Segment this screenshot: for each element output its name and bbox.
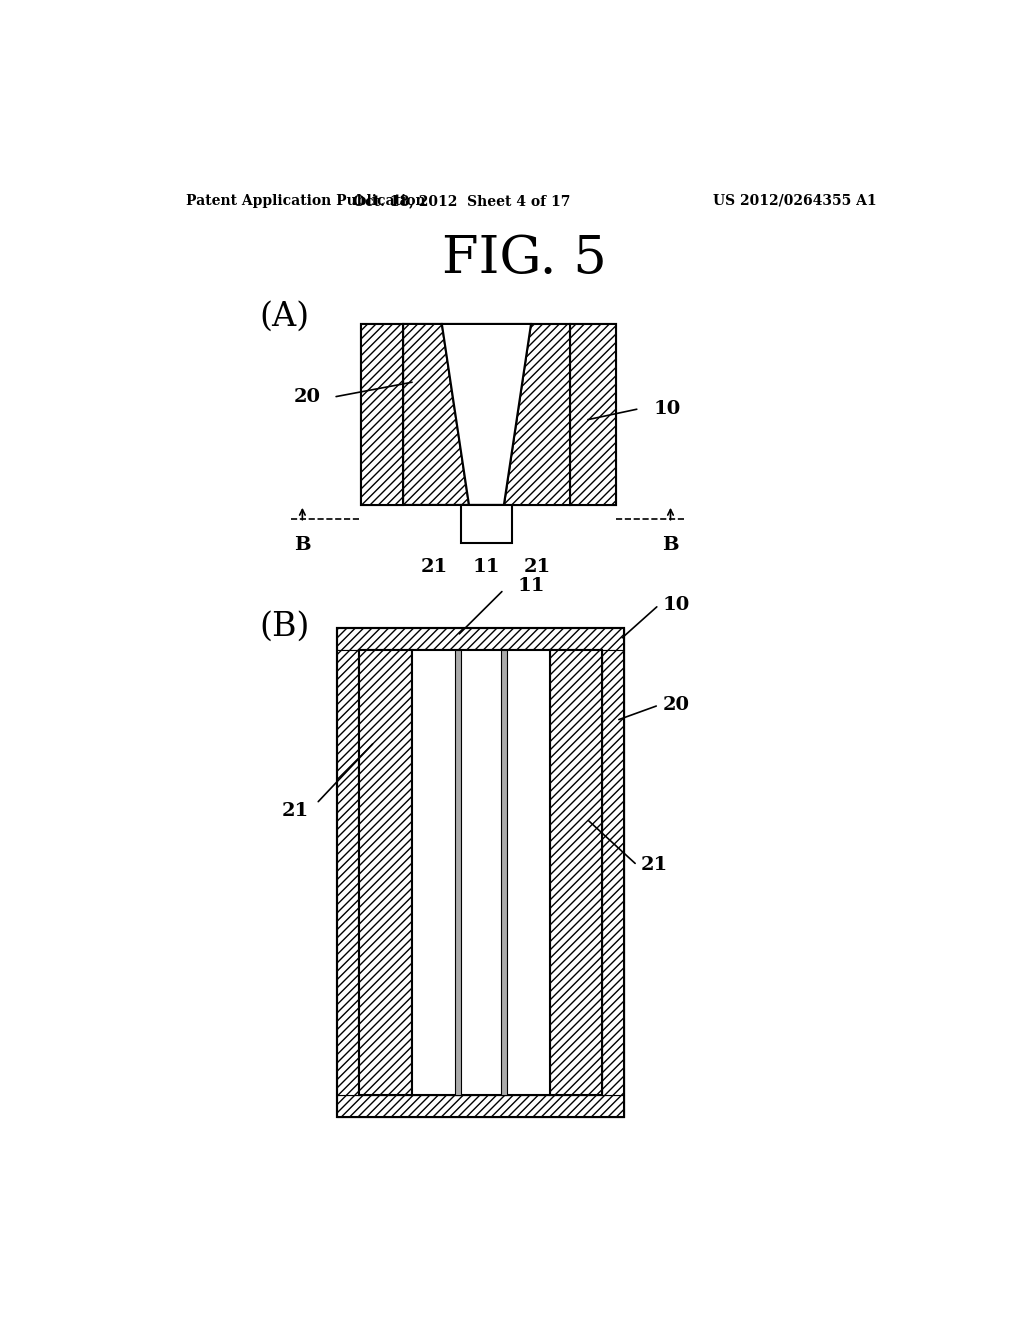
Polygon shape xyxy=(602,649,624,1096)
Polygon shape xyxy=(442,323,531,506)
Polygon shape xyxy=(461,506,512,544)
Polygon shape xyxy=(501,649,507,1096)
Text: (B): (B) xyxy=(260,611,310,643)
Text: Patent Application Publication: Patent Application Publication xyxy=(186,194,426,207)
Text: 20: 20 xyxy=(293,388,321,407)
Text: 11: 11 xyxy=(472,557,500,576)
Polygon shape xyxy=(337,1096,624,1117)
Polygon shape xyxy=(359,649,602,1096)
Text: 21: 21 xyxy=(421,557,447,576)
Text: Oct. 18, 2012  Sheet 4 of 17: Oct. 18, 2012 Sheet 4 of 17 xyxy=(352,194,570,207)
Polygon shape xyxy=(412,649,550,1096)
Text: 20: 20 xyxy=(663,696,690,714)
Text: B: B xyxy=(663,536,679,553)
Polygon shape xyxy=(403,323,469,506)
Text: 10: 10 xyxy=(653,400,681,417)
Text: FIG. 5: FIG. 5 xyxy=(442,234,607,284)
Polygon shape xyxy=(360,323,616,506)
Text: US 2012/0264355 A1: US 2012/0264355 A1 xyxy=(713,194,877,207)
Polygon shape xyxy=(359,649,412,1096)
Polygon shape xyxy=(337,628,624,649)
Text: 21: 21 xyxy=(282,803,308,820)
Text: (A): (A) xyxy=(260,301,310,333)
Text: B: B xyxy=(294,536,310,553)
Text: 21: 21 xyxy=(523,557,551,576)
Polygon shape xyxy=(337,628,624,1117)
Polygon shape xyxy=(569,323,616,506)
Text: 21: 21 xyxy=(641,857,669,874)
Polygon shape xyxy=(360,323,403,506)
Polygon shape xyxy=(337,649,359,1096)
Text: 10: 10 xyxy=(663,597,690,614)
Text: 11: 11 xyxy=(518,577,546,595)
Polygon shape xyxy=(455,649,461,1096)
Polygon shape xyxy=(504,323,569,506)
Polygon shape xyxy=(550,649,602,1096)
